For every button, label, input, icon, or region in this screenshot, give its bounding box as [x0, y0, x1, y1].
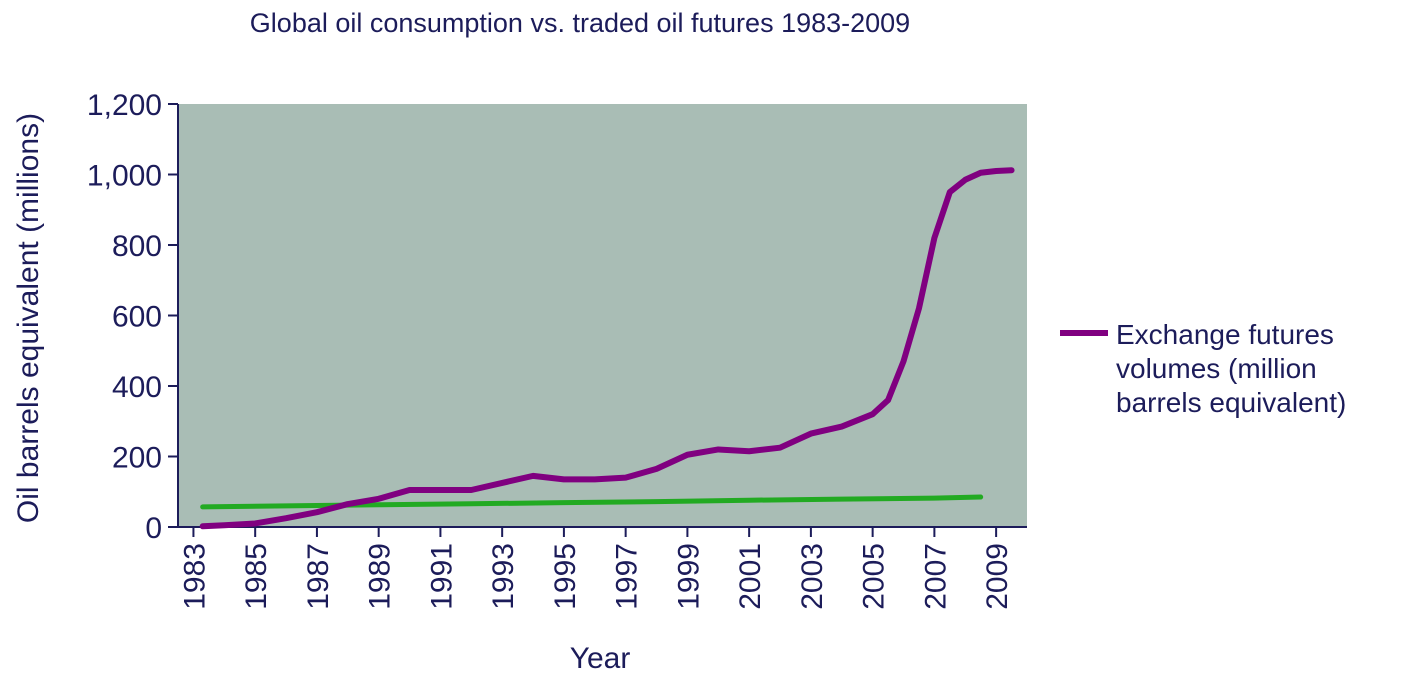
y-tick-label: 1,000 [87, 160, 162, 193]
x-tick-label: 1999 [672, 543, 705, 610]
x-tick-label: 1991 [425, 543, 458, 610]
x-tick-label: 2001 [734, 543, 767, 610]
y-tick-label: 800 [112, 230, 162, 263]
y-axis-title: Oil barrels equivalent (millions) [12, 113, 45, 523]
y-tick-label: 0 [145, 512, 162, 545]
plot-background [178, 104, 1027, 527]
x-axis-title: Year [570, 642, 631, 675]
x-tick-label: 1987 [302, 543, 335, 610]
x-tick-label: 1995 [549, 543, 582, 610]
chart-title: Global oil consumption vs. traded oil fu… [250, 8, 910, 38]
legend-label: Exchange futures volumes (million barrel… [1116, 319, 1347, 418]
x-tick-label: 1983 [178, 543, 211, 610]
y-tick-label: 600 [112, 301, 162, 334]
x-tick-label: 2005 [858, 543, 891, 610]
x-tick-label: 1989 [364, 543, 397, 610]
y-tick-label: 400 [112, 371, 162, 404]
x-tick-label: 1985 [240, 543, 273, 610]
y-tick-label: 200 [112, 442, 162, 475]
y-tick-label: 1,200 [87, 89, 162, 122]
x-tick-label: 1997 [611, 543, 644, 610]
x-tick-label: 2007 [919, 543, 952, 610]
x-tick-label: 2009 [981, 543, 1014, 610]
x-tick-label: 2003 [796, 543, 829, 610]
line [199, 167, 1015, 530]
x-tick-label: 1993 [487, 543, 520, 610]
